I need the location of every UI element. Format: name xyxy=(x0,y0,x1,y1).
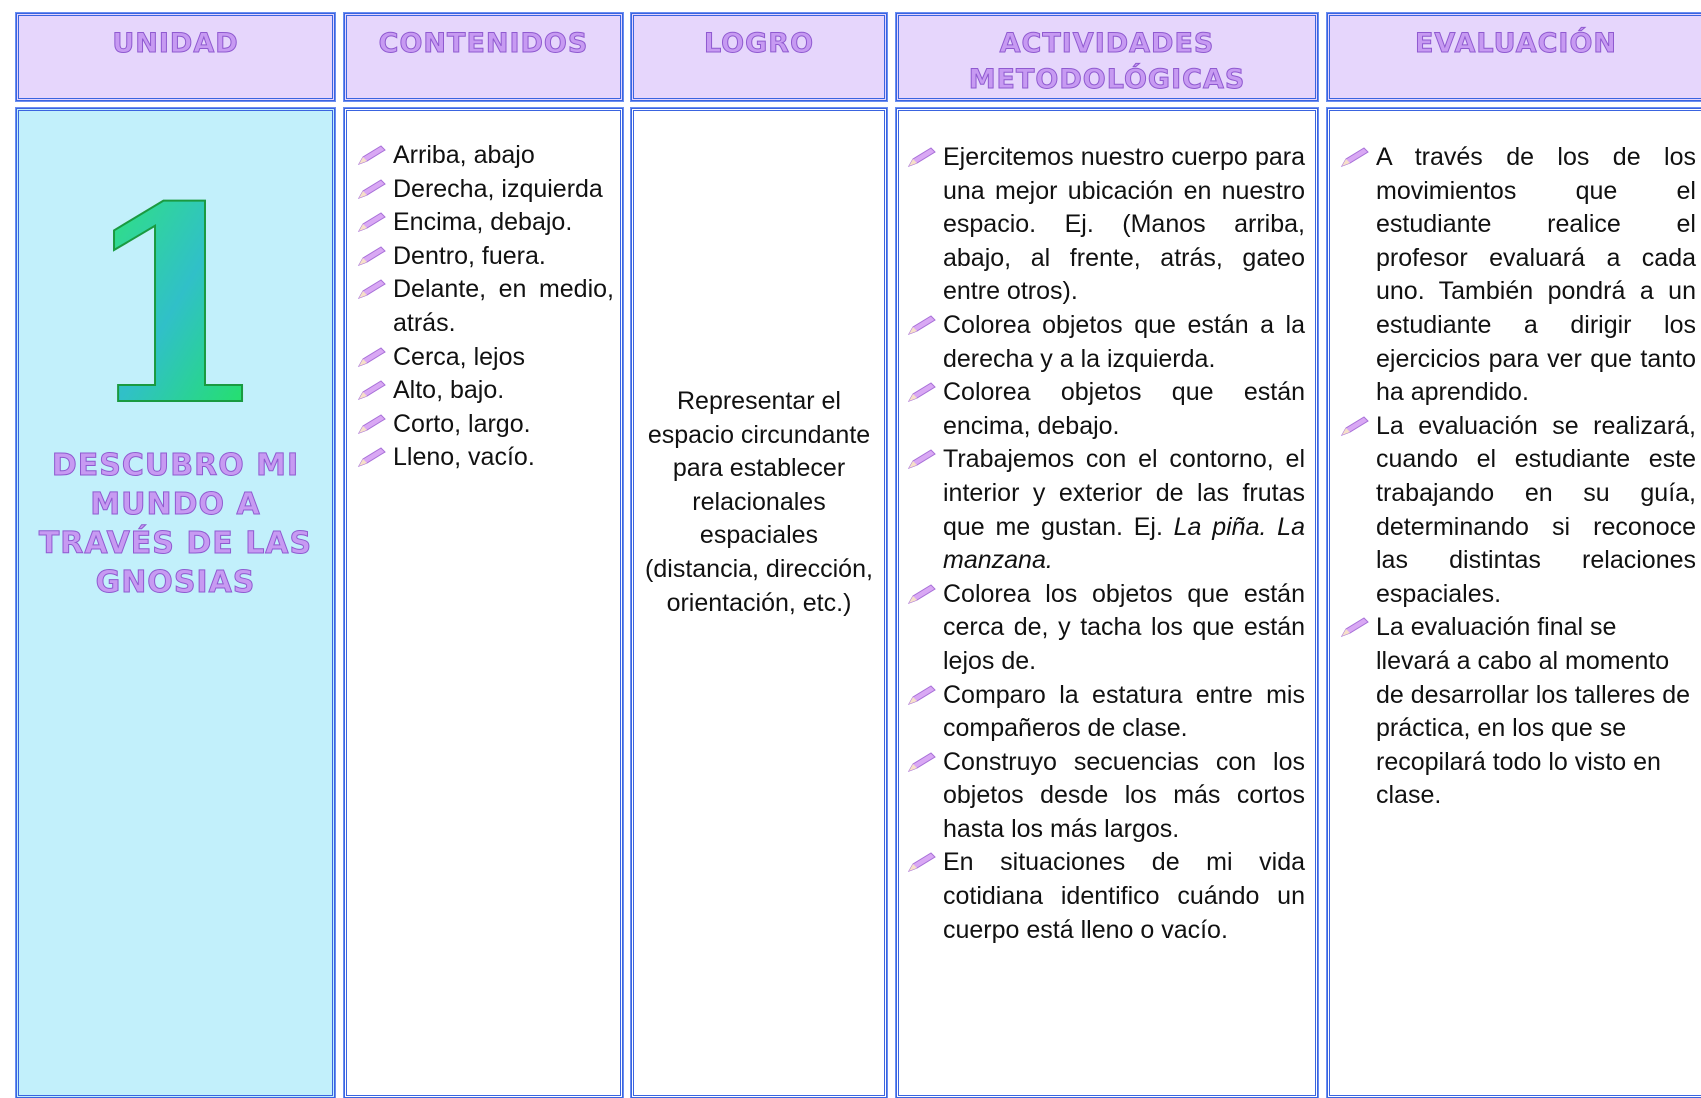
pencil-bullet xyxy=(357,246,386,266)
list-item: Colorea objetos que están a la derecha y… xyxy=(905,309,1305,376)
bullet-list: Arriba, abajo Derecha, izquierda Encima, d… xyxy=(355,139,614,475)
pencil-bullet xyxy=(357,447,386,468)
list-item: Alto, bajo. xyxy=(355,374,614,408)
list-item: Encima, debajo. xyxy=(355,206,614,240)
bullet-list: Ejercitemos nuestro cuerpo para una mejo… xyxy=(905,141,1305,947)
list-item: Arriba, abajo xyxy=(355,139,614,173)
list-item: En situaciones de mi vida cotidiana iden… xyxy=(905,846,1305,947)
body-cell: Representar el espacio circundante para … xyxy=(630,107,888,1098)
body-cell: Arriba, abajo Derecha, izquierda Encima, d… xyxy=(343,107,624,1098)
logro-text: Representar el espacio circundante para … xyxy=(645,387,873,617)
pencil-bullet xyxy=(357,380,386,401)
pencil-bullet xyxy=(357,279,386,300)
body-cell: Ejercitemos nuestro cuerpo para una mejo… xyxy=(895,107,1319,1098)
pencil-bullet xyxy=(907,147,936,167)
item-emphasis: La piña. La manzana. xyxy=(943,512,1305,575)
list-item: Comparo la estatura entre mis compañeros… xyxy=(905,679,1305,746)
header-cell: ACTIVIDADES METODOLÓGICAS xyxy=(895,12,1319,102)
unit-number: 1 xyxy=(81,151,269,451)
list-item: Colorea objetos que están encima, debajo… xyxy=(905,376,1305,443)
bullet-list: A través de los de los movimientos que e… xyxy=(1338,141,1696,813)
pencil-bullet xyxy=(1340,617,1369,638)
list-item: Dentro, fuera. xyxy=(355,240,614,274)
list-item: Construyo secuencias con los objetos des… xyxy=(905,746,1305,847)
pencil-bullet xyxy=(907,752,936,772)
pencil-bullet xyxy=(357,178,386,199)
list-item: Ejercitemos nuestro cuerpo para una mejo… xyxy=(905,141,1305,309)
unit-title: DESCUBRO MI MUNDO A TRAVÉS DE LAS GNOSIA… xyxy=(38,448,313,601)
pencil-bullet xyxy=(357,145,386,165)
list-item: Trabajemos con el contorno, el interior … xyxy=(905,443,1305,577)
pencil-bullet xyxy=(1340,416,1369,436)
header-cell: LOGRO xyxy=(630,12,888,102)
list-item: La evaluación final se llevará a cabo al… xyxy=(1338,611,1696,813)
list-item: Lleno, vacío. xyxy=(355,441,614,475)
pencil-bullet xyxy=(907,449,936,470)
pencil-bullet xyxy=(357,212,386,233)
list-item: Derecha, izquierda xyxy=(355,173,614,207)
list-item: Delante, en medio, atrás. xyxy=(355,273,614,340)
list-item: Colorea los objetos que están cerca de, … xyxy=(905,578,1305,679)
pencil-bullet xyxy=(907,684,936,705)
pencil-bullet xyxy=(907,382,936,403)
pencil-bullet xyxy=(907,852,936,873)
pencil-bullet xyxy=(907,584,936,604)
body-cell: A través de los de los movimientos que e… xyxy=(1326,107,1701,1098)
header-cell: EVALUACIÓN xyxy=(1326,12,1701,102)
list-item: La evaluación se realizará, cuando el es… xyxy=(1338,410,1696,612)
header-cell: CONTENIDOS xyxy=(343,12,624,102)
header-cell: UNIDAD xyxy=(15,12,336,102)
pencil-bullet xyxy=(357,346,386,367)
body-cell: 1 DESCUBRO MI MUNDO A TRAVÉS DE LAS GNOSI… xyxy=(15,107,336,1098)
pencil-bullet xyxy=(357,414,386,434)
pencil-bullet xyxy=(1340,147,1369,167)
list-item: Cerca, lejos xyxy=(355,341,614,375)
list-item: A través de los de los movimientos que e… xyxy=(1338,141,1696,410)
list-item: Corto, largo. xyxy=(355,408,614,442)
pencil-bullet xyxy=(907,315,936,335)
unit-number-graphic: 1 xyxy=(80,151,270,451)
item-text: Trabajemos con el contorno, el interior … xyxy=(943,445,1305,541)
